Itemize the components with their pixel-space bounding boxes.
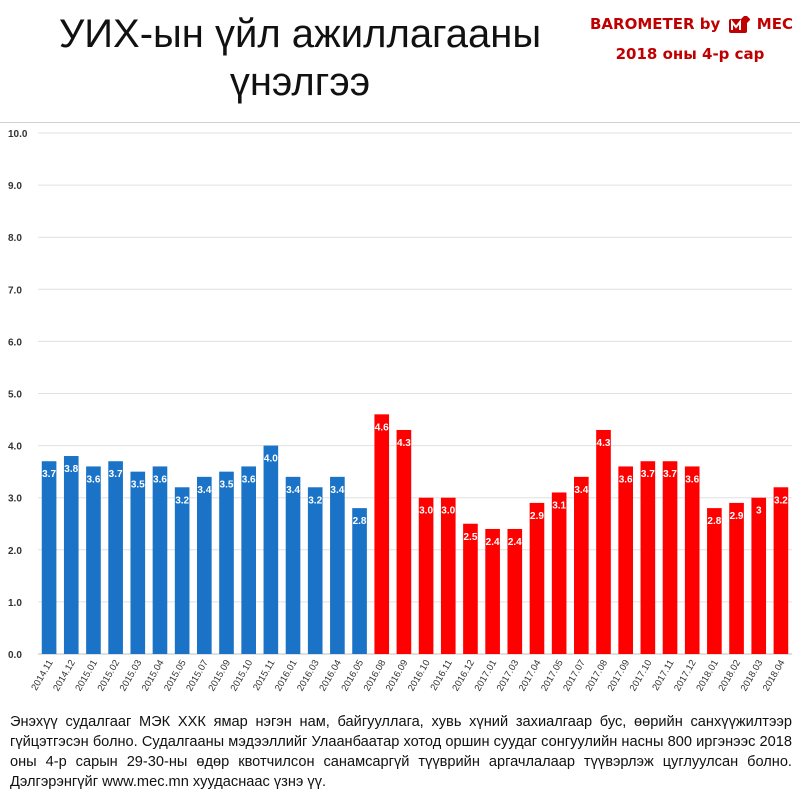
mec-logo-icon (728, 15, 750, 33)
data-label: 2.4 (508, 537, 522, 548)
data-label: 2.4 (486, 537, 500, 548)
data-label: 3.7 (663, 469, 677, 480)
data-label: 3.7 (42, 469, 56, 480)
bar (263, 445, 279, 654)
bar (707, 508, 722, 654)
bar (618, 466, 633, 654)
data-label: 3.4 (330, 485, 344, 496)
bar (751, 497, 767, 654)
bar (529, 502, 545, 654)
bar (130, 471, 146, 654)
data-label: 3.7 (109, 469, 123, 480)
data-label: 2.5 (463, 532, 477, 543)
bar (307, 487, 323, 654)
data-label: 3.2 (175, 495, 189, 506)
data-label: 3.8 (64, 464, 78, 475)
bar (507, 528, 523, 654)
bar (41, 461, 57, 654)
y-tick-label: 5.0 (8, 390, 22, 401)
data-label: 3.6 (685, 474, 699, 485)
brand-block: BAROMETER by MEC 2018 оны 4-р сар (590, 14, 793, 64)
bar (574, 476, 589, 654)
brand-line: BAROMETER by MEC (590, 14, 793, 34)
footnote: Энэхүү судалгааг МЭК ХХК ямар нэгэн нам,… (10, 714, 792, 790)
data-label: 3.6 (86, 474, 100, 485)
data-label: 3.5 (220, 480, 234, 491)
data-label: 3.4 (286, 485, 300, 496)
bar (374, 414, 390, 654)
bar (330, 476, 345, 654)
bar (596, 429, 611, 654)
y-tick-label: 0.0 (8, 650, 22, 661)
chart-area: 0.0 1.0 2.0 3.0 4.0 5.0 6.0 7.0 8.0 9.0 10.0 3.7 201… (0, 122, 800, 709)
bar (63, 456, 79, 654)
y-tick-label: 4.0 (8, 442, 22, 453)
bar (773, 487, 789, 654)
data-label: 2.8 (707, 516, 721, 527)
y-tick-label: 2.0 (8, 546, 22, 557)
bar (440, 497, 456, 654)
title-line-1: УИХ-ын үйл ажиллагааны (58, 12, 542, 56)
bar (463, 523, 478, 654)
bar (662, 461, 678, 654)
brand-name: MEC (756, 15, 793, 33)
survey-period: 2018 оны 4-р сар (615, 45, 765, 63)
data-label: 3.5 (131, 480, 145, 491)
y-tick-label: 9.0 (8, 181, 22, 192)
bar (86, 466, 101, 654)
data-label: 3.1 (552, 500, 566, 511)
page-title: УИХ-ын үйл ажиллагааны үнэлгээ (40, 10, 560, 106)
data-label: 4.3 (597, 438, 611, 449)
data-label: 3.6 (153, 474, 167, 485)
bar (108, 461, 123, 654)
data-label: 4.3 (397, 438, 411, 449)
data-label: 3.4 (574, 485, 588, 496)
bar (285, 476, 301, 654)
bar (219, 471, 234, 654)
bar (485, 528, 500, 654)
data-label: 3.0 (441, 506, 455, 517)
data-label: 3 (756, 506, 762, 517)
bar (640, 461, 656, 654)
brand-prefix: BAROMETER by (590, 15, 721, 33)
y-tick-label: 1.0 (8, 598, 22, 609)
y-tick-label: 8.0 (8, 233, 22, 244)
y-tick-label: 10.0 (8, 129, 28, 140)
data-label: 2.8 (353, 516, 367, 527)
bar (729, 502, 744, 654)
data-label: 3.4 (197, 485, 211, 496)
data-label: 3.0 (419, 506, 433, 517)
bar (241, 466, 256, 654)
data-label: 4.6 (375, 422, 389, 433)
bar (551, 492, 567, 654)
y-tick-label: 6.0 (8, 337, 22, 348)
data-label: 3.2 (774, 495, 788, 506)
bar (197, 476, 212, 654)
bar (396, 429, 412, 654)
data-label: 2.9 (730, 511, 744, 522)
data-label: 3.6 (619, 474, 633, 485)
data-label: 2.9 (530, 511, 544, 522)
y-tick-label: 3.0 (8, 494, 22, 505)
bar (174, 487, 190, 654)
bar (152, 466, 168, 654)
bar (684, 466, 700, 654)
bar (418, 497, 434, 654)
data-label: 3.6 (242, 474, 256, 485)
bar (352, 508, 367, 654)
data-label: 4.0 (264, 454, 278, 465)
title-line-2: үнэлгээ (229, 60, 371, 104)
data-label: 3.2 (308, 495, 322, 506)
bar-chart: 0.01.02.03.04.05.06.07.08.09.010.03.7201… (8, 129, 792, 693)
y-tick-label: 7.0 (8, 285, 22, 296)
data-label: 3.7 (641, 469, 655, 480)
